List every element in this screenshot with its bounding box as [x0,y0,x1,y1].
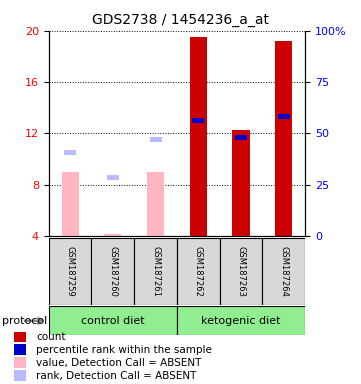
Text: protocol: protocol [2,316,47,326]
Text: GSM187263: GSM187263 [236,246,245,297]
Bar [275,41,292,236]
Bar [14,370,26,381]
Bar [14,357,26,368]
Bar [14,344,26,355]
Bar [190,37,207,236]
Bar [177,306,305,335]
Bar [64,150,76,155]
Bar [61,172,79,236]
Text: GSM187262: GSM187262 [194,246,203,297]
Bar [49,306,177,335]
Bar [232,129,249,236]
Bar [192,118,204,123]
FancyBboxPatch shape [49,238,91,305]
Text: percentile rank within the sample: percentile rank within the sample [36,344,212,355]
FancyBboxPatch shape [134,238,177,305]
Bar [278,114,290,119]
Text: GSM187260: GSM187260 [108,246,117,297]
FancyBboxPatch shape [219,238,262,305]
Bar [235,135,247,140]
Bar [147,172,164,236]
Text: GSM187261: GSM187261 [151,246,160,297]
Text: rank, Detection Call = ABSENT: rank, Detection Call = ABSENT [36,371,196,381]
Text: GSM187259: GSM187259 [66,246,75,297]
Bar [149,137,161,142]
Text: value, Detection Call = ABSENT: value, Detection Call = ABSENT [36,358,201,367]
Text: count: count [36,332,66,342]
Bar [107,174,119,180]
FancyBboxPatch shape [262,238,305,305]
Bar [104,233,121,236]
Text: control diet: control diet [81,316,145,326]
Text: ketogenic diet: ketogenic diet [201,316,281,326]
FancyBboxPatch shape [177,238,219,305]
Text: GDS2738 / 1454236_a_at: GDS2738 / 1454236_a_at [92,13,269,27]
FancyBboxPatch shape [91,238,134,305]
Text: GSM187264: GSM187264 [279,246,288,297]
Bar [14,331,26,342]
